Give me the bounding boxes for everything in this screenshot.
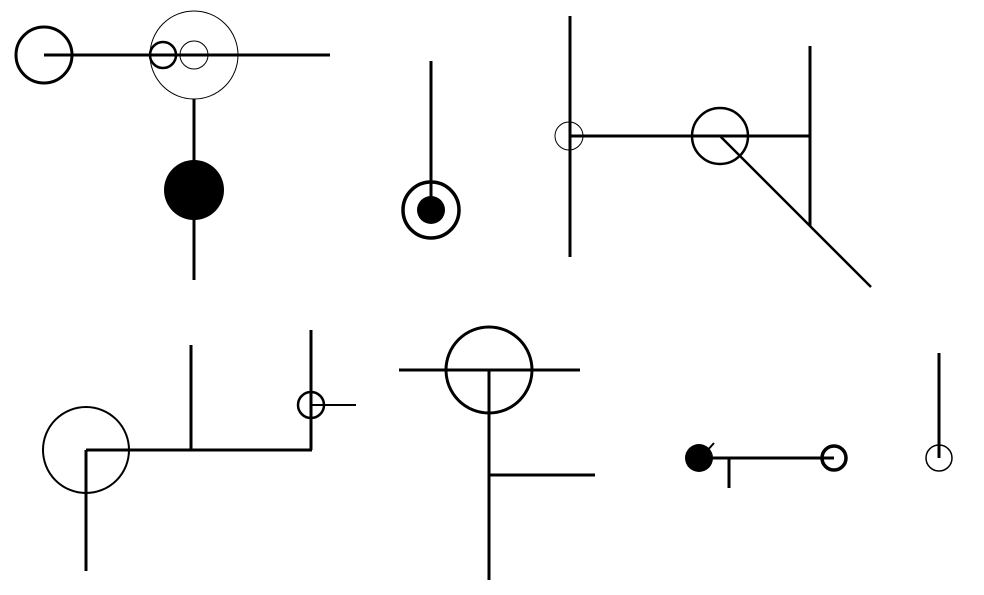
figure-cross [399, 325, 595, 580]
diagonal-tick [705, 442, 715, 453]
figure-pendant [401, 61, 461, 240]
circle-hollow-small-thick [148, 40, 178, 70]
diagonal-line [719, 135, 872, 288]
figure-frame [554, 16, 872, 288]
figure-pin [925, 353, 953, 472]
figure-dumbbell [685, 442, 848, 488]
figure-bracket [42, 330, 356, 571]
figure-top-left [14, 10, 330, 280]
circle-hollow-small [925, 444, 953, 472]
circle-hollow-medium [690, 106, 750, 166]
circle-filled [164, 160, 224, 220]
circle-filled [417, 196, 445, 224]
circle-hollow-ring [820, 444, 848, 472]
circle-hollow-small-thin [179, 40, 209, 70]
circle-hollow-ring [401, 180, 461, 240]
